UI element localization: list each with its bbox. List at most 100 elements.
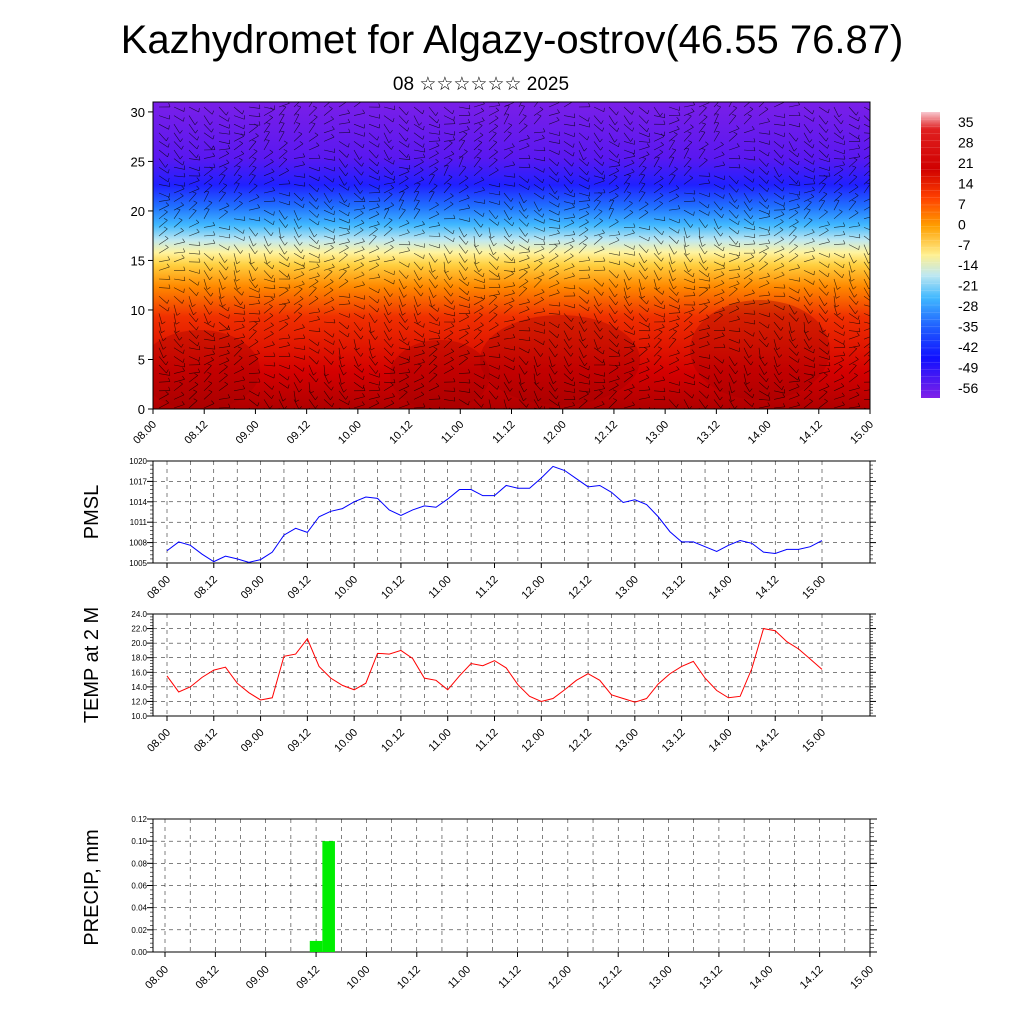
wind-barb-flag [195,318,199,322]
wind-barb [398,347,410,351]
wind-barb [743,243,755,245]
wind-barb-flag [313,105,317,109]
wind-barb-flag [448,260,452,264]
wind-barb-flag [693,211,695,216]
wind-barb-flag [241,291,244,296]
wind-barb-flag [417,321,421,325]
wind-barb-flag [812,144,815,149]
wind-barb [233,203,243,211]
wind-barb-flag [347,229,350,234]
wind-barb-flag [631,168,635,173]
wind-barb-flag [764,261,768,264]
wind-barb-flag [614,139,618,143]
wind-barb [503,102,515,108]
wind-barb-flag [422,333,425,338]
wind-barb [728,364,736,375]
wind-barb-flag [600,155,604,159]
wind-barb [383,396,395,400]
wind-barb-flag [749,199,753,203]
wind-barb-flag [331,360,334,365]
wind-barb [248,185,258,194]
wind-barb [683,218,691,228]
wind-barb-flag [227,144,231,149]
wind-barb-flag [224,276,228,280]
wind-barb-flag [163,217,168,221]
wind-barb-flag [225,266,229,271]
wind-barb-flag [811,153,814,158]
wind-barb-flag [780,218,784,223]
wind-barb [458,327,470,331]
wind-barb-flag [782,144,785,149]
wind-barb-flag [798,289,800,294]
wind-barb [638,261,646,272]
wind-barb-flag [677,205,681,209]
wind-barb [593,339,599,350]
wind-barb-flag [167,143,170,148]
wind-barb [203,270,210,280]
wind-barb [308,107,317,116]
wind-barb-flag [588,274,591,279]
wind-barb-flag [467,290,470,295]
wind-barb [428,161,439,168]
wind-barb-flag [298,303,303,307]
wind-barb-flag [584,227,589,231]
wind-barb-flag [333,340,335,345]
wind-barb-flag [303,345,306,350]
wind-barb-flag [329,287,334,291]
wind-barb-flag [299,242,303,246]
wind-barb [578,213,589,220]
wind-barb [488,218,498,226]
wind-barb-flag [852,363,857,366]
wind-barb [698,235,703,247]
wind-barb-flag [853,157,858,161]
wind-barb [563,240,575,245]
wind-barb-flag [390,382,394,386]
wind-barb [398,132,407,142]
wind-barb [218,261,227,271]
wind-barb [338,247,349,254]
wind-barb-flag [497,272,500,277]
wind-barb [548,313,560,315]
wind-barb [803,115,814,122]
wind-barb-flag [510,270,514,274]
wind-barb-flag [751,402,755,407]
wind-barb [518,301,530,306]
wind-barb-flag [616,274,619,279]
wind-barb-flag [767,324,770,329]
wind-barb-flag [840,129,843,134]
wind-barb-flag [659,149,664,153]
wind-barb [863,295,870,301]
wind-barb [293,327,305,331]
wind-barb [473,110,485,116]
warm-core-1 [390,340,490,409]
wind-barb-flag [587,306,590,311]
wind-barb [443,325,455,331]
wind-barb-flag [631,110,634,115]
wind-barb-flag [792,338,796,342]
wind-barb [728,128,740,134]
wind-barb [698,364,710,370]
wind-barb-flag [434,166,439,170]
wind-barb [263,306,273,314]
wind-barb [428,244,440,249]
wind-barb [803,258,815,263]
wind-barb-flag [629,302,633,307]
wind-barb-flag [418,277,423,281]
wind-barb [248,125,258,134]
wind-barb [623,369,635,374]
wind-barb-flag [767,152,770,157]
wind-barb [653,326,665,331]
wind-barb [308,227,315,238]
wind-barb [293,114,300,125]
wind-barb-flag [779,227,784,231]
wind-barb [743,109,754,116]
wind-barb [638,313,647,322]
wind-barb [728,244,740,248]
wind-barb-flag [237,286,241,290]
wind-barb [683,235,686,247]
wind-barb [383,403,395,409]
wind-barb [218,175,226,185]
wind-barb [443,203,454,211]
wind-barb [848,394,860,400]
wind-barb-flag [198,108,200,113]
